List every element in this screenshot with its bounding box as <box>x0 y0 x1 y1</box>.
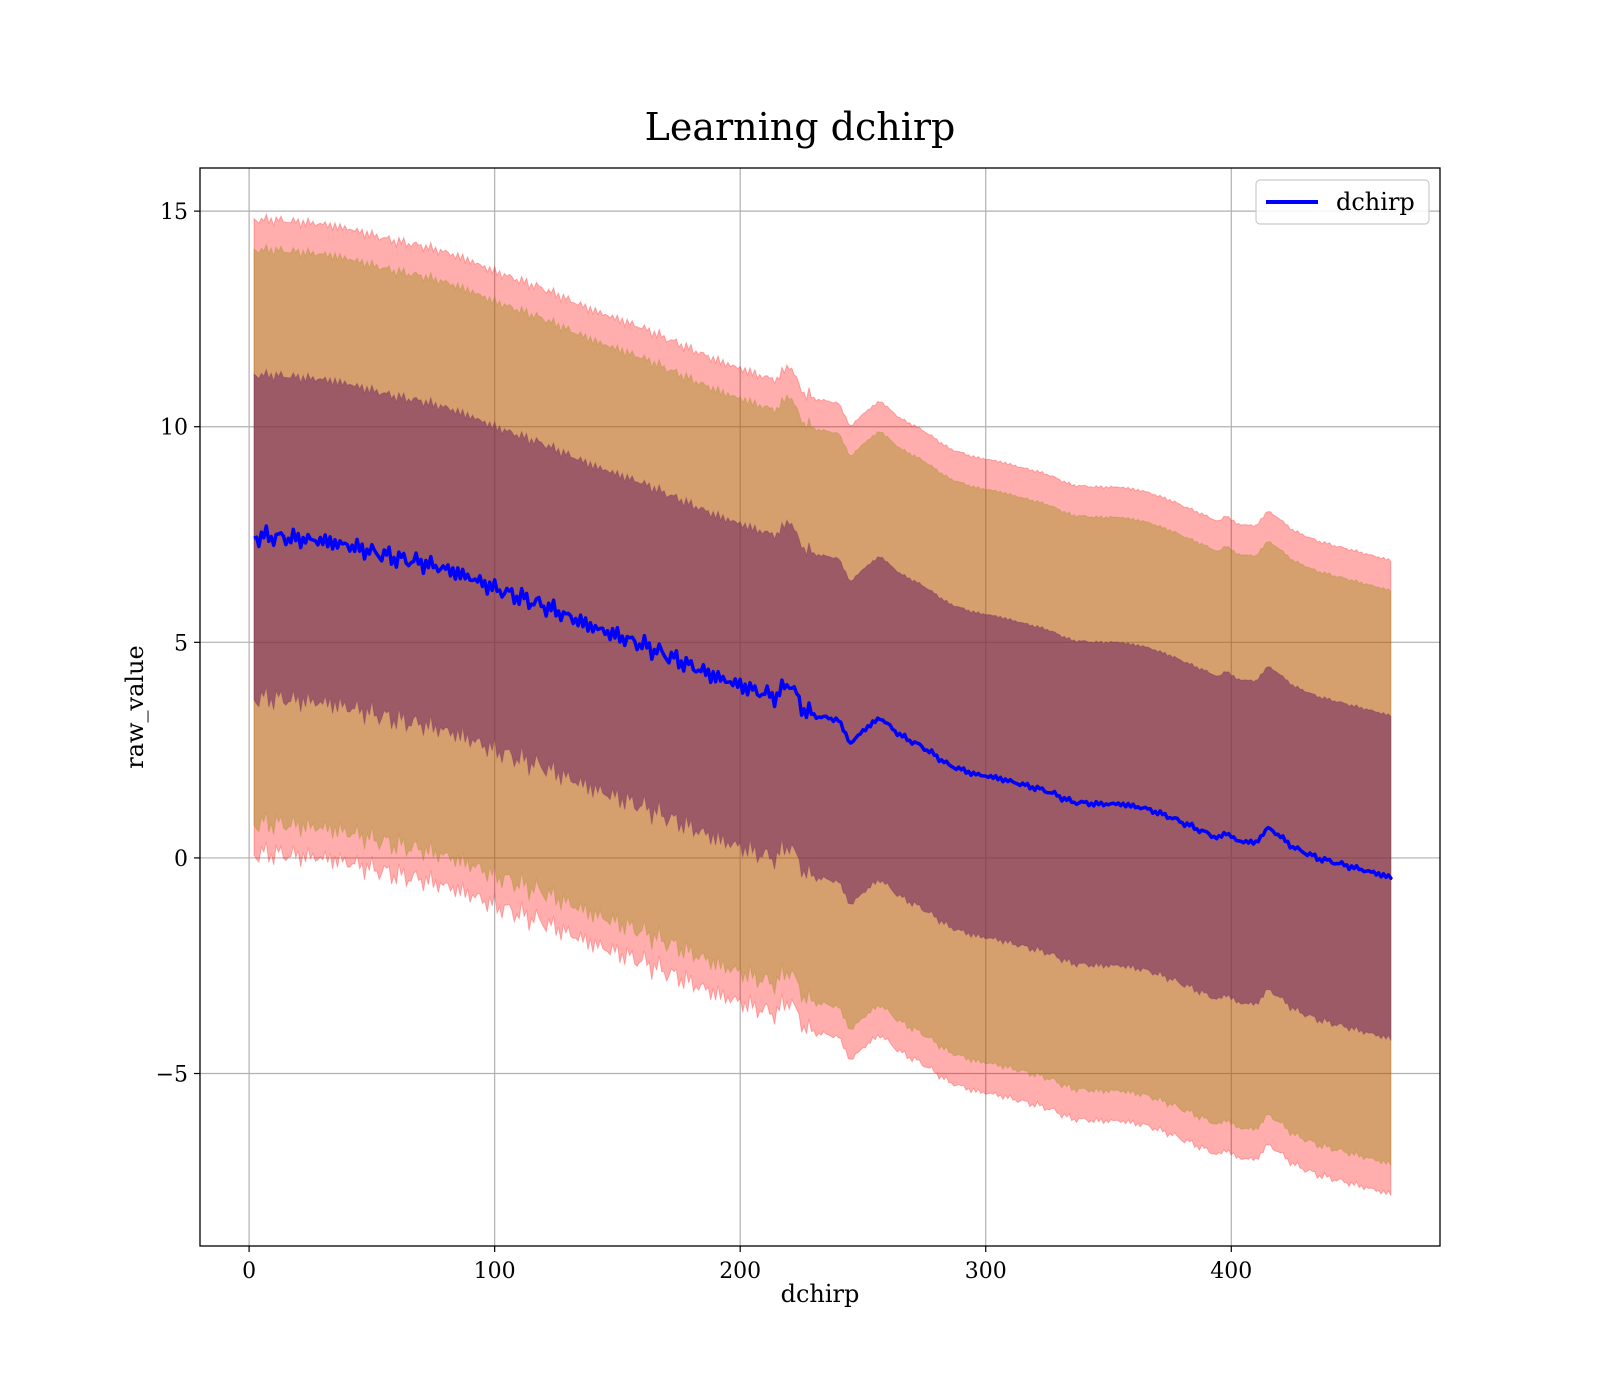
y-tick-label: 15 <box>160 200 188 225</box>
bands <box>253 212 1392 1197</box>
y-tick-label: 0 <box>174 847 188 872</box>
series-lines <box>253 524 1393 880</box>
x-tick-label: 300 <box>965 1259 1007 1284</box>
y-tick-label: 5 <box>174 631 188 656</box>
band-inner <box>253 367 1392 1041</box>
series-line-dchirp <box>253 524 1393 880</box>
y-tick-label: 10 <box>160 416 188 441</box>
x-tick-label: 200 <box>719 1259 761 1284</box>
legend: dchirp <box>1255 179 1430 225</box>
x-axis-label: dchirp <box>781 1280 860 1308</box>
x-tick-label: 100 <box>474 1259 516 1284</box>
legend-box <box>1255 179 1430 225</box>
ticks: 0 100 200 300 400 −5 0 5 10 15 <box>156 200 1253 1284</box>
y-tick-label: −5 <box>156 1063 188 1088</box>
x-tick-label: 0 <box>242 1259 256 1284</box>
chart-title: Learning dchirp <box>645 105 956 149</box>
legend-entry-dchirp: dchirp <box>1336 188 1415 216</box>
y-axis-label: raw_value <box>121 645 149 769</box>
plot-area-frame <box>199 167 1441 1247</box>
x-tick-label: 400 <box>1210 1259 1252 1284</box>
